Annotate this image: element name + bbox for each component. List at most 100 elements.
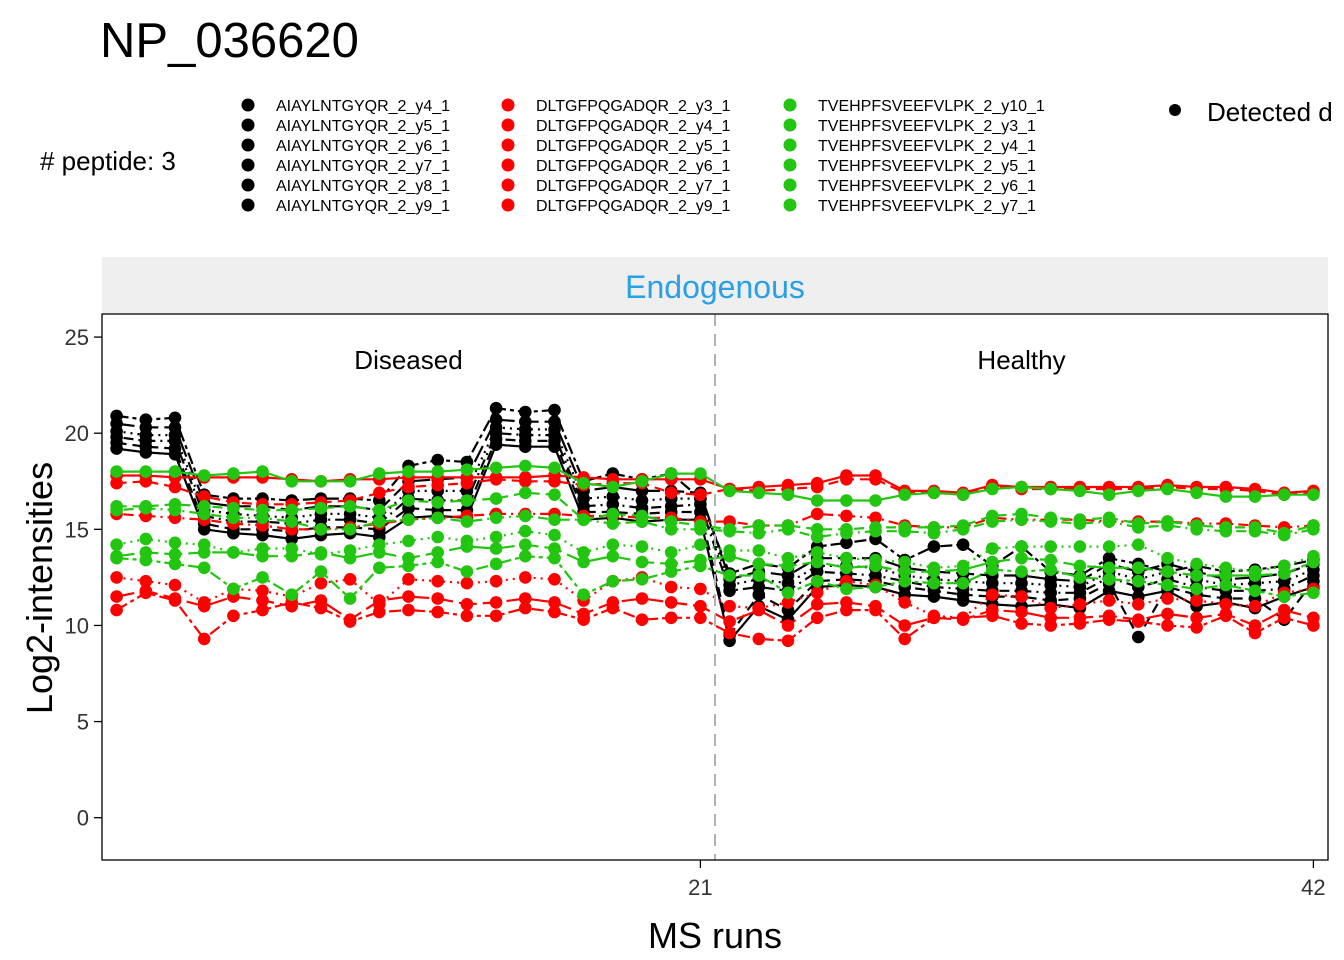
legend-label: TVEHPFSVEEFVLPK_2_y7_1 — [818, 198, 1036, 215]
data-point — [431, 511, 445, 525]
data-point — [1044, 515, 1057, 528]
data-point — [1161, 619, 1174, 632]
data-point — [285, 515, 299, 528]
data-point — [519, 571, 532, 584]
data-point — [402, 603, 415, 617]
data-point — [256, 465, 269, 478]
legend-item: TVEHPFSVEEFVLPK_2_y3_1 — [783, 118, 1036, 135]
legend-key — [501, 178, 515, 192]
data-point — [256, 594, 269, 607]
y-axis-label: Log2-intensities — [19, 462, 60, 714]
data-point — [139, 465, 153, 478]
data-point — [1161, 578, 1174, 592]
data-point — [402, 480, 415, 494]
data-point — [314, 501, 328, 515]
data-point — [519, 524, 532, 538]
data-point — [606, 517, 620, 530]
data-point — [314, 475, 328, 488]
y-tick-label: 15 — [65, 517, 89, 542]
x-axis: 21 42 — [688, 860, 1326, 900]
panel-label: Endogenous — [625, 269, 805, 305]
data-point — [898, 565, 911, 578]
data-point — [986, 542, 999, 555]
data-point — [956, 563, 970, 576]
data-point — [664, 523, 678, 536]
data-point — [1219, 490, 1233, 503]
data-point — [460, 463, 474, 477]
data-point — [285, 588, 299, 601]
legend-label: DLTGFPQGADQR_2_y4_1 — [536, 118, 731, 135]
data-point — [168, 480, 182, 494]
data-point — [431, 546, 445, 559]
legend-key — [241, 118, 255, 132]
data-point — [1307, 488, 1320, 502]
data-point — [1073, 571, 1087, 584]
legend-key — [241, 138, 255, 152]
data-point — [840, 473, 853, 486]
data-point — [723, 524, 736, 538]
data-point — [723, 484, 736, 498]
data-point — [664, 580, 678, 594]
data-point — [840, 603, 853, 617]
data-point — [168, 503, 182, 517]
data-point — [402, 513, 415, 526]
data-point — [694, 599, 707, 613]
x-tick-label: 21 — [688, 875, 712, 900]
data-point — [489, 492, 503, 505]
data-point — [898, 574, 911, 588]
data-point — [402, 534, 415, 548]
data-point — [1190, 523, 1203, 536]
data-point — [110, 465, 123, 478]
data-point — [1102, 551, 1116, 565]
data-point — [548, 403, 561, 417]
data-point — [168, 557, 182, 571]
data-point — [256, 549, 269, 563]
data-point — [548, 513, 561, 526]
data-point — [519, 405, 532, 419]
data-point — [314, 565, 328, 578]
data-point — [431, 555, 445, 569]
data-point — [1219, 609, 1233, 623]
data-point — [110, 571, 123, 584]
data-point — [927, 486, 941, 500]
data-point — [694, 467, 707, 480]
data-point — [1102, 488, 1116, 502]
data-point — [519, 509, 532, 523]
data-point — [635, 555, 649, 569]
data-point — [519, 459, 532, 473]
legend-key — [241, 98, 255, 112]
data-point — [256, 584, 269, 598]
data-point — [460, 576, 474, 590]
data-point — [431, 605, 445, 619]
data-point — [810, 494, 824, 507]
data-point — [139, 553, 153, 567]
x-tick-label: 42 — [1301, 875, 1325, 900]
data-point — [489, 557, 503, 571]
y-tick-label: 20 — [65, 421, 89, 446]
data-point — [869, 511, 882, 525]
data-point — [1219, 524, 1233, 538]
data-point — [577, 613, 590, 626]
data-point — [343, 615, 357, 628]
data-point — [548, 573, 561, 586]
data-point — [227, 511, 240, 525]
data-point — [139, 501, 153, 515]
data-point — [869, 559, 882, 573]
legend-detected-label: Detected d — [1207, 97, 1333, 127]
data-point — [1044, 553, 1057, 567]
data-point — [256, 603, 269, 617]
data-point — [810, 611, 824, 625]
legend-key — [501, 98, 515, 112]
data-point — [664, 565, 678, 578]
data-point — [343, 573, 357, 586]
legend-label: DLTGFPQGADQR_2_y9_1 — [536, 198, 731, 215]
data-point — [489, 542, 503, 555]
legend-label: AIAYLNTGYQR_2_y5_1 — [276, 118, 450, 135]
data-point — [694, 611, 707, 625]
data-point — [810, 507, 824, 521]
data-point — [343, 475, 357, 488]
data-point — [373, 546, 386, 559]
data-point — [927, 540, 941, 553]
y-tick-label: 5 — [77, 710, 89, 735]
data-point — [489, 461, 503, 475]
